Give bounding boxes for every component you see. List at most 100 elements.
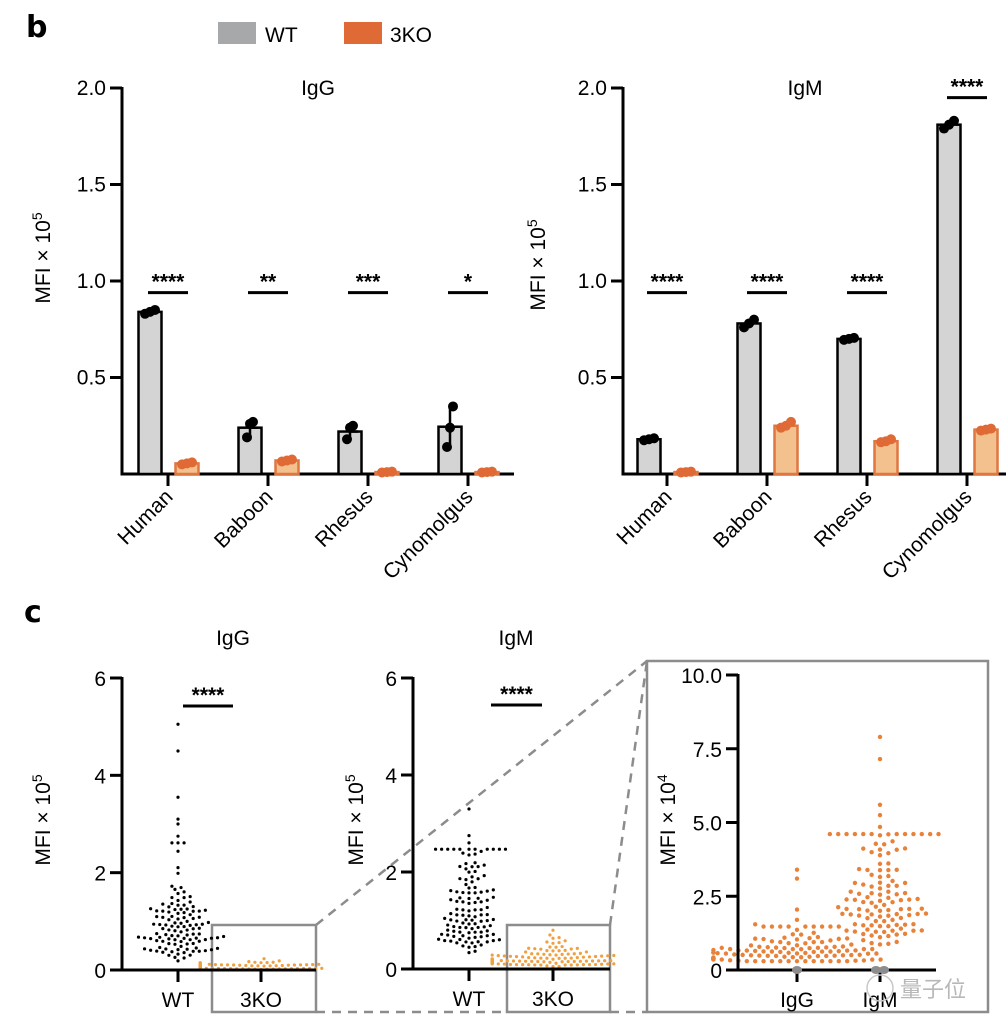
data-point-3ko — [505, 959, 509, 963]
data-point-igm — [907, 897, 912, 902]
data-point-3ko — [575, 955, 579, 960]
data-point-wt — [464, 926, 468, 930]
data-point-wt — [491, 895, 495, 899]
data-point-igm — [877, 853, 883, 858]
data-point-igg — [844, 936, 850, 941]
data-point-igm — [877, 898, 883, 904]
data-point-wt — [485, 929, 489, 933]
data-point-igg — [753, 958, 758, 964]
data-point-wt — [191, 949, 195, 953]
data-point-3ko — [554, 945, 558, 949]
y-axis-title-text: MFI × 10 — [32, 782, 55, 865]
data-point-igm — [861, 831, 866, 837]
data-point-igm — [890, 878, 895, 884]
data-point-3ko — [517, 959, 522, 963]
data-point-igm — [861, 923, 866, 928]
data-point-3ko — [238, 963, 242, 967]
data-point-igg — [715, 950, 720, 956]
data-point-wt — [179, 944, 183, 948]
data-point-wt — [479, 935, 483, 939]
data-point-igm — [907, 906, 912, 912]
data-point-3ko — [305, 963, 309, 967]
data-point-igg — [811, 930, 816, 936]
data-point-3ko — [277, 959, 281, 963]
y-tick-label: 0 — [385, 959, 397, 982]
data-point-wt — [197, 909, 201, 913]
data-point-igm — [852, 897, 858, 903]
data-point-igm — [911, 928, 916, 933]
data-point-wt — [188, 953, 192, 957]
data-point-wt — [203, 908, 207, 912]
data-point-igg — [849, 942, 854, 947]
data-point-3ko — [581, 963, 586, 967]
data-point-3ko — [551, 957, 555, 961]
data-point-wt — [473, 949, 477, 953]
data-point-igg — [778, 924, 783, 929]
data-point-wt — [200, 922, 204, 926]
y-tick-label: 2 — [94, 863, 106, 886]
data-point-igm — [844, 906, 849, 912]
zero-marker — [871, 966, 881, 974]
data-point-igg — [769, 949, 775, 954]
data-point-igm — [898, 907, 904, 912]
data-point-wt — [185, 919, 189, 924]
data-point-3ko — [566, 959, 570, 964]
data-point-wt — [452, 924, 456, 929]
data-point-3ko — [256, 964, 260, 968]
data-point-3ko — [530, 952, 534, 956]
data-point-igg — [832, 953, 837, 958]
data-point-wt — [222, 934, 226, 939]
data-point-igm — [877, 886, 883, 891]
data-point-3ko — [587, 962, 592, 967]
data-point-wt — [849, 332, 859, 343]
data-point-igm — [919, 831, 924, 837]
data-point-igg — [782, 945, 787, 951]
data-point-igm — [911, 922, 916, 927]
data-point-3ko — [542, 960, 546, 964]
data-point-igm — [827, 831, 833, 837]
data-point-igm — [861, 931, 866, 937]
data-point-igg — [815, 945, 821, 950]
data-point-igg — [803, 924, 808, 929]
data-point-wt — [170, 901, 174, 906]
data-point-3ko — [572, 952, 576, 956]
data-point-wt — [470, 918, 474, 922]
x-tick-label-baboon: Baboon — [210, 485, 277, 552]
data-point-igm — [869, 831, 874, 837]
data-point-wt — [173, 907, 177, 912]
significance-stars: **** — [951, 76, 985, 99]
data-point-wt — [473, 869, 477, 874]
data-point-3ko — [514, 962, 519, 967]
chart-title: IgM — [498, 627, 533, 650]
data-point-igm — [877, 868, 883, 873]
watermark: 量子位 — [866, 974, 966, 1002]
data-point-igm — [869, 940, 874, 946]
data-point-3ko — [247, 960, 251, 964]
data-point-igm — [902, 846, 908, 851]
data-point-igm — [877, 880, 883, 885]
data-point-wt — [182, 950, 186, 955]
data-point-3ko — [286, 963, 290, 967]
data-point-3ko — [511, 959, 516, 963]
data-point-wt — [197, 932, 201, 936]
data-point-wt — [182, 916, 186, 920]
data-point-wt — [161, 950, 165, 954]
data-point-wt — [176, 749, 180, 753]
data-point-igg — [761, 936, 766, 942]
data-point-wt — [176, 841, 180, 845]
data-point-wt — [485, 898, 489, 902]
data-point-wt — [164, 947, 168, 951]
data-point-wt — [461, 934, 465, 938]
data-point-3ko — [533, 963, 537, 967]
y-tick-label: 1.0 — [77, 270, 106, 293]
data-point-igg — [748, 943, 754, 948]
data-point-3ko — [554, 961, 558, 965]
data-point-3ko — [569, 963, 573, 967]
data-point-igg — [828, 938, 833, 943]
data-point-wt — [161, 915, 165, 919]
data-point-igm — [907, 912, 912, 918]
bar-wt-human — [137, 310, 163, 476]
data-point-igm — [894, 932, 899, 937]
data-point-igm — [877, 756, 883, 762]
